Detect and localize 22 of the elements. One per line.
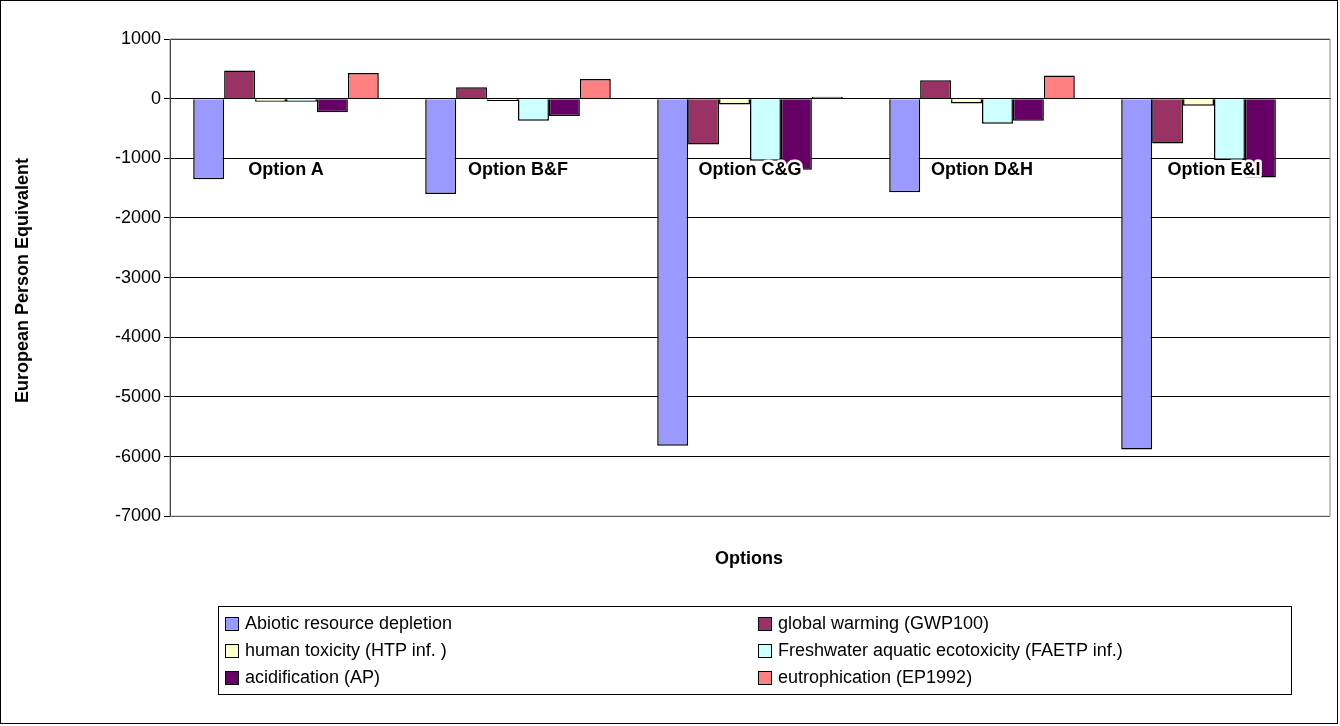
legend-label: Freshwater aquatic ecotoxicity (FAETP inf.): [777, 640, 1124, 661]
legend-label: eutrophication (EP1992): [777, 667, 974, 688]
x-tick-label: Option E&I: [1167, 158, 1261, 179]
y-tick-label: -1000: [114, 147, 161, 168]
y-tick-label: -6000: [114, 445, 161, 466]
legend-label: global warming (GWP100): [777, 613, 991, 634]
legend-label: acidification (AP): [244, 667, 382, 688]
y-tick-label: 0: [150, 87, 161, 108]
x-tick-label: Option A: [248, 158, 324, 179]
x-axis-title: Options: [714, 548, 784, 569]
y-tick-label: 1000: [120, 27, 161, 48]
y-tick-label: -7000: [114, 505, 161, 526]
y-tick-label: -2000: [114, 206, 161, 227]
legend-label: Abiotic resource depletion: [244, 613, 454, 634]
legend-label: human toxicity (HTP inf. ): [244, 640, 448, 661]
x-tick-label: Option D&H: [931, 158, 1033, 179]
y-tick-label: -4000: [114, 326, 161, 347]
y-tick-label: -3000: [114, 266, 161, 287]
x-tick-label: Option C&G: [698, 158, 802, 179]
y-axis-title: European Person Equivalent: [12, 157, 34, 403]
x-tick-label: Option B&F: [468, 158, 568, 179]
y-tick-label: -5000: [114, 385, 161, 406]
